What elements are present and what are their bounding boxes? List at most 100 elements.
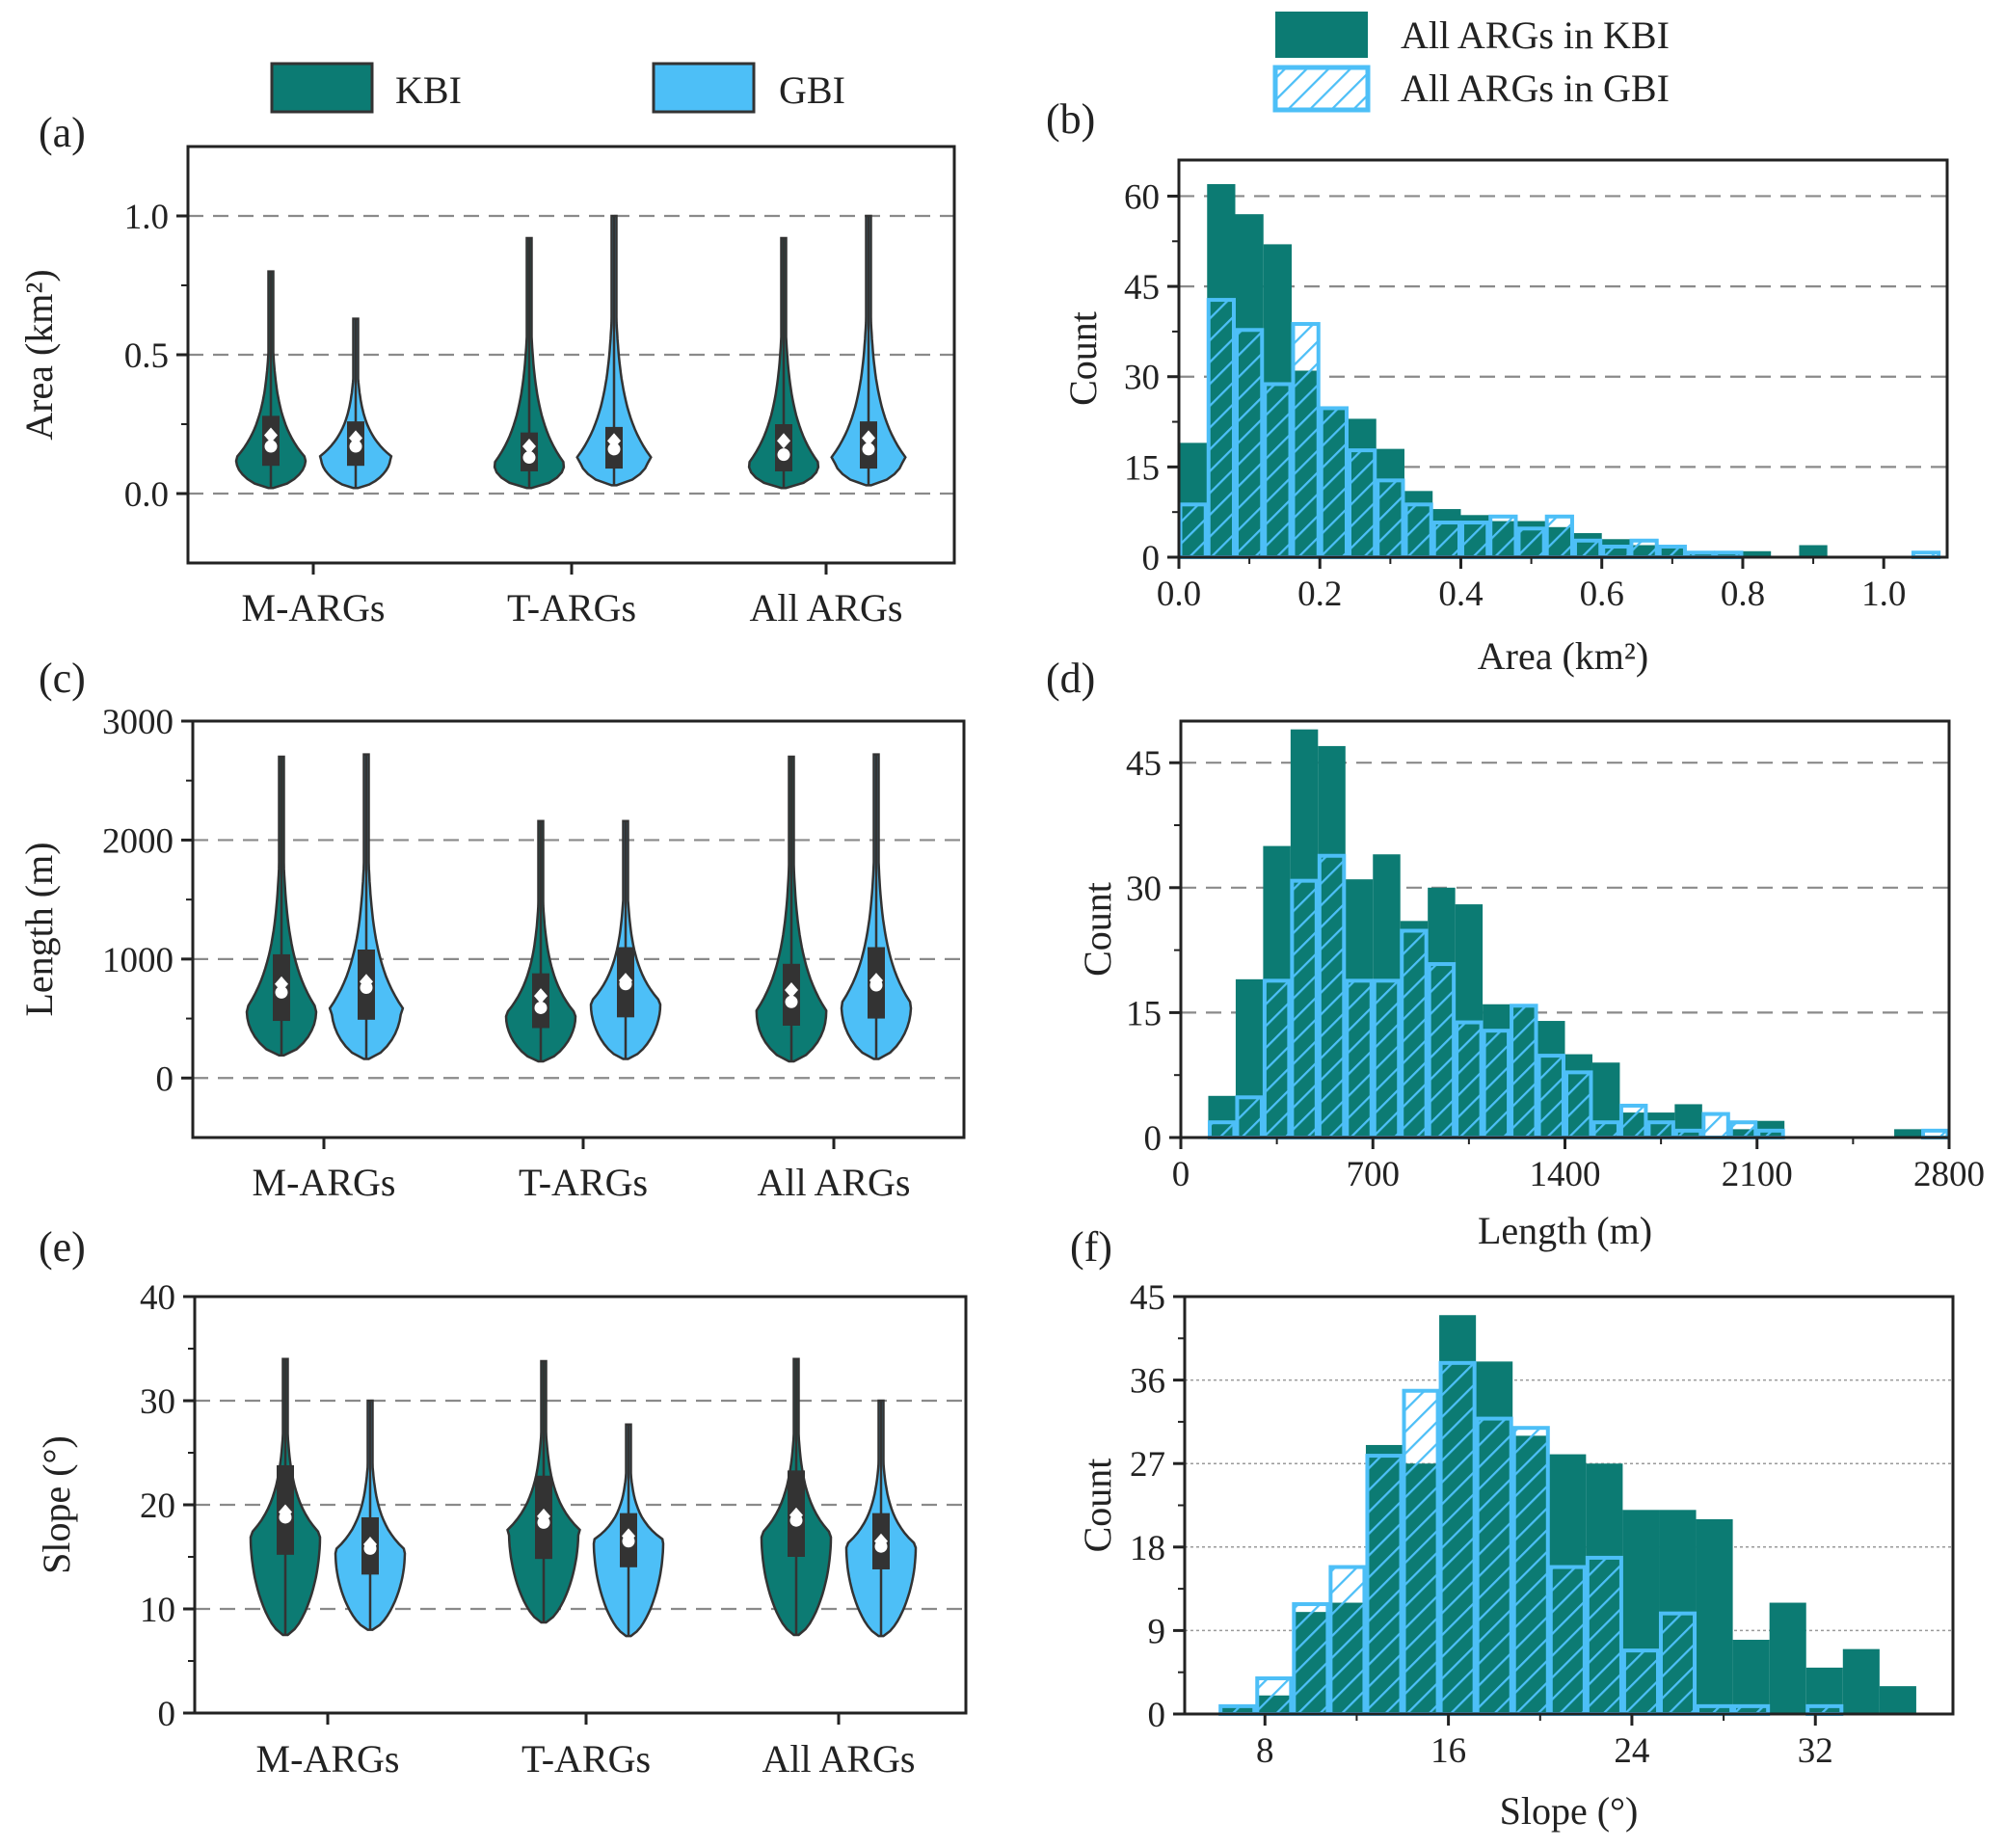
x-axis-label: Area (km²)	[1478, 634, 1648, 678]
hist-bar-gbi	[1255, 1676, 1294, 1716]
median-marker	[607, 442, 621, 456]
hist-bar-gbi	[1657, 545, 1687, 559]
x-tick-label: 0.2	[1297, 575, 1342, 614]
mean-marker	[619, 973, 632, 989]
x-category-label: M-ARGs	[242, 586, 386, 629]
mean-marker	[862, 430, 875, 446]
legend-gbi-swatch	[652, 62, 756, 114]
mean-marker	[522, 439, 536, 455]
hist-bar-gbi	[1658, 1611, 1698, 1716]
hist-bar-gbi	[1438, 1360, 1477, 1717]
y-tick-label: 45	[1124, 268, 1160, 308]
y-tick-label: 15	[1124, 448, 1160, 488]
y-tick-label: 0	[158, 1695, 176, 1734]
y-tick-label: 30	[1126, 870, 1162, 909]
legend-histograms: All ARGs in KBI All ARGs in GBI	[1272, 12, 1670, 113]
panel-f-slope-histogram: 0 9 18 27 36 45 8 16 24 32 Slope (°) Count (f)	[1070, 1223, 1955, 1833]
hist-bar-kbi	[1732, 1640, 1770, 1714]
x-tick-label: 0.0	[1157, 575, 1201, 614]
legend-kbi-gbi: KBI GBI	[270, 62, 845, 114]
hist-bar-gbi	[1290, 878, 1319, 1139]
hist-bar-gbi	[1629, 538, 1659, 559]
y-tick-label: 0	[1148, 1696, 1166, 1735]
hist-bar-gbi	[1488, 514, 1518, 560]
x-axis-label: Length (m)	[1478, 1209, 1652, 1252]
hist-bar-gbi	[1510, 1004, 1538, 1140]
x-tick-label: 0	[1172, 1155, 1190, 1194]
y-tick-label: 30	[1124, 359, 1160, 398]
panel-label: (a)	[39, 109, 86, 156]
x-tick-label: 2800	[1913, 1155, 1985, 1194]
median-marker	[862, 442, 875, 456]
hist-bar-gbi	[1431, 521, 1461, 560]
y-tick-label: 0.5	[124, 336, 169, 376]
hist-bar-gbi	[1365, 1454, 1404, 1716]
x-category-label: All ARGs	[758, 1161, 911, 1204]
panel-label: (c)	[39, 655, 86, 702]
legend-kbi-swatch	[270, 62, 374, 114]
x-tick-label: 8	[1256, 1731, 1274, 1771]
hist-bar-gbi	[1459, 521, 1490, 560]
median-marker	[785, 995, 798, 1008]
x-category-label: M-ARGs	[256, 1737, 400, 1781]
x-tick-label: 1.0	[1861, 575, 1906, 614]
plot-frame	[191, 719, 966, 1139]
hist-bar-gbi	[1564, 1070, 1593, 1140]
y-tick-label: 30	[140, 1382, 175, 1422]
panel-b-area-histogram: 0 15 30 45 60 0.0 0.2 0.4 0.6 0.8 1.0 Area (km²) Cou…	[1046, 95, 1949, 678]
hist-bar-gbi	[1516, 526, 1546, 560]
y-axis-label: Count	[1076, 882, 1119, 977]
legend-kbi-hist-label: All ARGs in KBI	[1401, 13, 1670, 57]
x-tick-label: 0.8	[1721, 575, 1765, 614]
y-tick-label: 0	[156, 1059, 174, 1099]
x-axis-label: Slope (°)	[1500, 1789, 1639, 1833]
hist-bar-gbi	[1618, 1103, 1648, 1139]
y-tick-label: 3000	[102, 703, 174, 742]
panel-e-slope-violin: 0 10 20 30 40 Slope (°) (e) M-ARGs T-ARGs All ARG…	[35, 1223, 968, 1781]
hist-bar-gbi	[1601, 545, 1631, 559]
y-tick-label: 40	[140, 1278, 175, 1318]
hist-bar-gbi	[1728, 1120, 1758, 1139]
median-marker	[264, 440, 278, 453]
legend-gbi-hist-swatch	[1272, 65, 1371, 113]
x-tick-label: 24	[1614, 1731, 1649, 1771]
median-marker	[275, 985, 288, 999]
hist-bar-gbi	[1511, 1426, 1550, 1716]
y-axis-label: Count	[1076, 1459, 1119, 1553]
hist-bar-gbi	[1178, 502, 1208, 559]
hist-bar-gbi	[1263, 382, 1293, 559]
hist-bar-gbi	[1621, 1648, 1660, 1716]
panel-d-length-histogram: 0 15 30 45 0 700 1400 2100 2800 Length (m) Count (d…	[1046, 655, 1985, 1252]
x-category-label: All ARGs	[750, 586, 903, 629]
hist-bar-kbi	[1742, 550, 1772, 557]
x-tick-label: 1400	[1530, 1155, 1601, 1194]
hist-bar-gbi	[1482, 1029, 1511, 1140]
hist-bar-gbi	[1235, 1095, 1264, 1140]
y-axis-label: Slope (°)	[35, 1435, 78, 1574]
mean-marker	[360, 974, 373, 990]
x-category-label: T-ARGs	[519, 1161, 648, 1204]
x-tick-label: 0.6	[1580, 575, 1624, 614]
y-tick-label: 18	[1130, 1529, 1165, 1568]
hist-bar-gbi	[1427, 962, 1457, 1139]
hist-bar-gbi	[1585, 1555, 1623, 1717]
legend-kbi-label: KBI	[395, 68, 462, 112]
y-tick-label: 9	[1148, 1612, 1166, 1651]
y-tick-label: 36	[1130, 1362, 1165, 1402]
panel-a-area-violin: 0.0 0.5 1.0 Area (km²) (a) M-ARGs T-ARGs All AR…	[17, 109, 956, 629]
legend-kbi-hist-swatch	[1275, 12, 1368, 58]
x-tick-label: 700	[1347, 1155, 1401, 1194]
hist-bar-gbi	[1701, 1111, 1730, 1139]
hist-bar-gbi	[1646, 1120, 1675, 1139]
hist-bar-kbi	[1799, 545, 1828, 557]
x-category-label: T-ARGs	[521, 1737, 651, 1781]
panel-label: (e)	[39, 1223, 86, 1271]
hist-bar-gbi	[1317, 853, 1347, 1139]
hist-bar-gbi	[1544, 514, 1574, 560]
mean-marker	[279, 1504, 292, 1520]
mean-marker	[777, 433, 790, 449]
hist-bar-gbi	[1345, 978, 1374, 1140]
y-axis-label: Length (m)	[17, 842, 61, 1016]
hist-bar-gbi	[1372, 978, 1402, 1140]
hist-bar-gbi	[1206, 298, 1236, 559]
